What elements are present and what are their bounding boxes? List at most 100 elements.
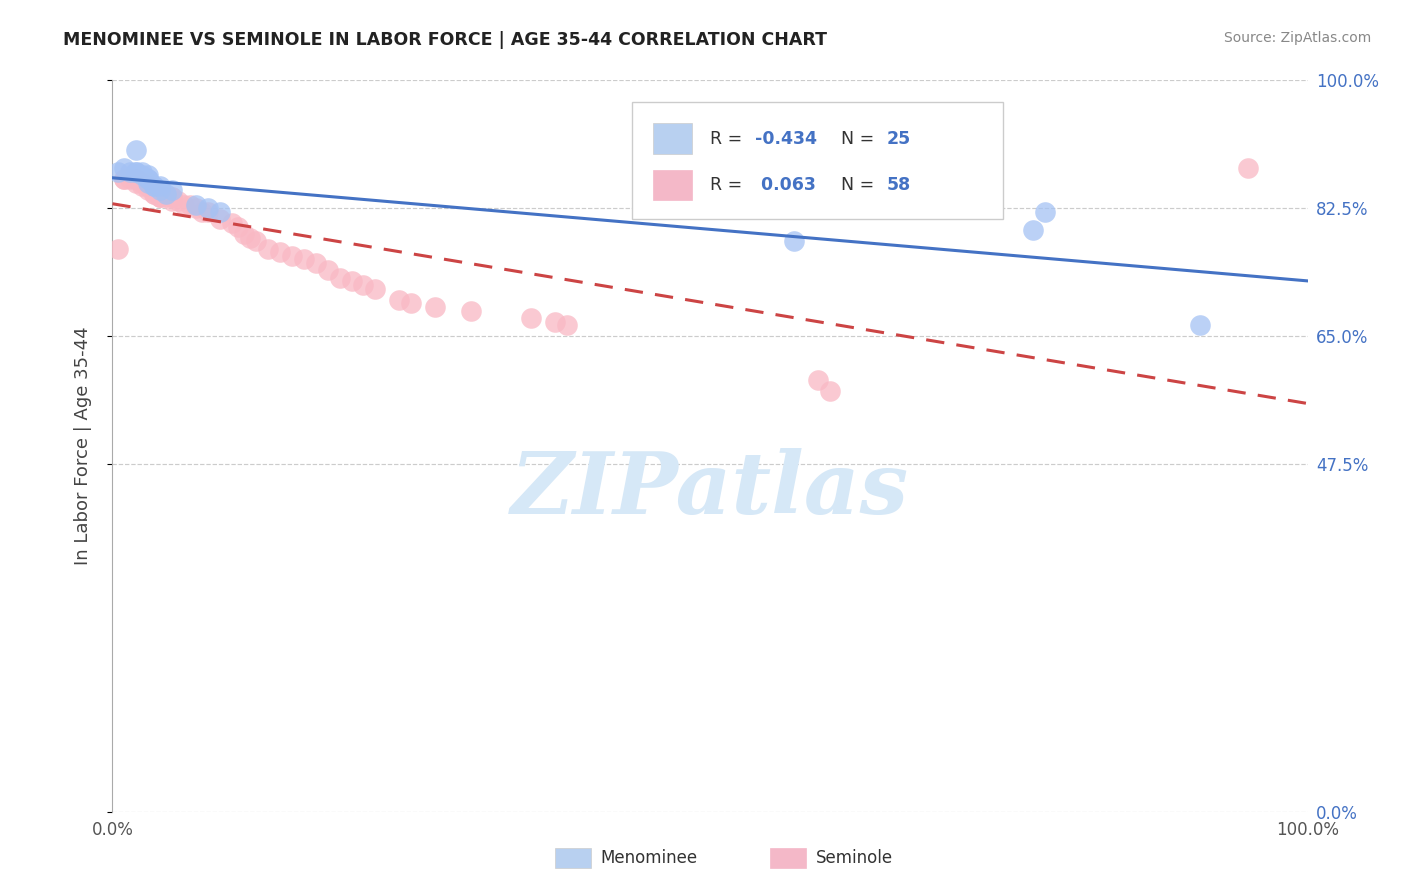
Point [138, 179, 160, 194]
Point [162, 190, 183, 204]
Point [226, 219, 249, 234]
Text: 0.063: 0.063 [755, 176, 817, 194]
Point [114, 172, 135, 186]
Point [125, 143, 148, 157]
Point [401, 296, 423, 310]
Point [292, 252, 315, 267]
Text: MENOMINEE VS SEMINOLE IN LABOR FORCE | AGE 35-44 CORRELATION CHART: MENOMINEE VS SEMINOLE IN LABOR FORCE | A… [63, 31, 827, 49]
Point [818, 384, 841, 399]
Point [143, 186, 166, 201]
Point [114, 172, 135, 186]
Point [149, 186, 172, 201]
Point [364, 282, 387, 296]
Point [162, 190, 183, 204]
Point [352, 278, 374, 293]
Point [125, 164, 148, 178]
Point [239, 230, 262, 244]
Point [138, 169, 160, 183]
Point [186, 202, 208, 216]
Point [1022, 223, 1045, 237]
Point [138, 179, 160, 194]
Point [233, 227, 256, 241]
Point [125, 172, 148, 186]
Point [340, 275, 363, 289]
Point [269, 245, 291, 260]
Point [131, 164, 153, 178]
Point [155, 186, 177, 201]
Point [555, 318, 578, 333]
FancyBboxPatch shape [633, 103, 1002, 219]
Point [167, 194, 190, 208]
Point [520, 310, 543, 325]
Point [125, 172, 148, 186]
Point [197, 202, 219, 216]
Text: N =: N = [842, 176, 880, 194]
Point [131, 179, 153, 194]
Point [807, 373, 830, 387]
Point [138, 183, 160, 197]
Point [425, 300, 447, 314]
Point [186, 197, 208, 211]
Point [460, 303, 482, 318]
Point [197, 205, 219, 219]
Point [179, 197, 201, 211]
Y-axis label: In Labor Force | Age 35-44: In Labor Force | Age 35-44 [73, 326, 91, 566]
Point [191, 205, 214, 219]
Point [149, 190, 172, 204]
Point [138, 176, 160, 190]
Point [173, 197, 195, 211]
Point [114, 161, 135, 175]
Point [1033, 205, 1056, 219]
Point [125, 176, 148, 190]
Text: Menominee: Menominee [600, 849, 697, 867]
Text: R =: R = [710, 130, 748, 148]
Bar [652, 169, 692, 200]
Point [107, 164, 129, 178]
Text: -0.434: -0.434 [755, 130, 817, 148]
Point [120, 172, 142, 186]
Text: 25: 25 [887, 130, 911, 148]
Point [162, 194, 183, 208]
Point [149, 190, 172, 204]
Point [543, 315, 565, 329]
Point [245, 234, 267, 248]
Text: N =: N = [842, 130, 880, 148]
Point [143, 179, 166, 194]
Point [131, 176, 153, 190]
Point [107, 242, 129, 256]
Point [138, 172, 160, 186]
Point [221, 216, 243, 230]
Point [149, 179, 172, 194]
Text: R =: R = [710, 176, 748, 194]
Point [1237, 161, 1260, 175]
Point [143, 179, 166, 194]
Point [120, 164, 142, 178]
Bar [652, 123, 692, 154]
Point [281, 249, 304, 263]
Point [131, 169, 153, 183]
Point [149, 190, 172, 204]
Point [305, 256, 328, 270]
Point [138, 172, 160, 186]
Point [209, 212, 232, 227]
Point [143, 186, 166, 201]
Point [138, 176, 160, 190]
Point [125, 164, 148, 178]
Point [138, 179, 160, 194]
Point [388, 293, 411, 307]
Point [155, 190, 177, 204]
Point [162, 183, 183, 197]
Point [782, 234, 804, 248]
Text: Seminole: Seminole [815, 849, 893, 867]
Point [316, 263, 339, 277]
Point [209, 205, 232, 219]
Text: 58: 58 [887, 176, 911, 194]
Point [329, 270, 352, 285]
Point [125, 172, 148, 186]
Point [1189, 318, 1212, 333]
Point [138, 179, 160, 194]
Point [149, 183, 172, 197]
Point [257, 242, 280, 256]
Text: ZIPatlas: ZIPatlas [510, 448, 910, 532]
Text: Source: ZipAtlas.com: Source: ZipAtlas.com [1223, 31, 1371, 45]
